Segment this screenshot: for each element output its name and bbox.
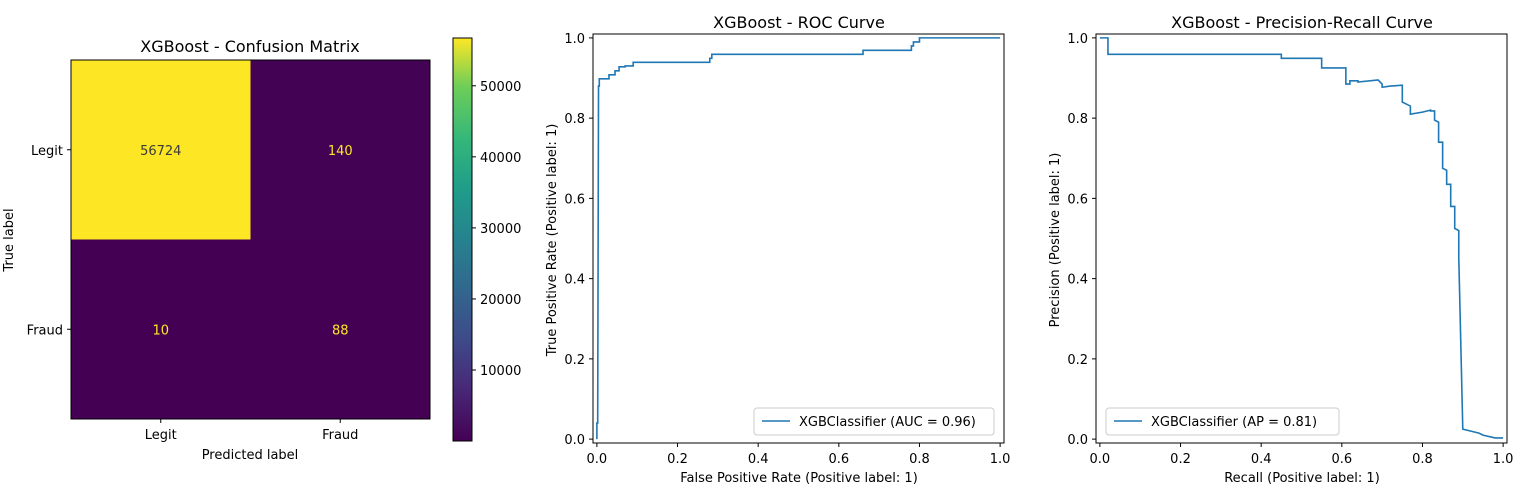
pr-ylabel: Precision (Positive label: 1) bbox=[1048, 153, 1063, 328]
colorbar-tick-label: 40000 bbox=[480, 151, 521, 166]
roc-ylabel: True Positive Rate (Positive label: 1) bbox=[545, 124, 560, 358]
roc-xlabel: False Positive Rate (Positive label: 1) bbox=[680, 471, 918, 486]
pr-x-tick-label: 0.4 bbox=[1251, 452, 1272, 467]
confusion-matrix-frame bbox=[70, 59, 431, 420]
roc-legend: XGBClassifier (AUC = 0.96) bbox=[753, 407, 995, 436]
roc-y-tick-label: 0.4 bbox=[564, 273, 585, 288]
confusion-cell bbox=[71, 60, 251, 240]
pr-x-tick-label: 0.0 bbox=[1090, 452, 1111, 467]
confusion-cell bbox=[71, 239, 251, 419]
pr-x-tick-label: 1.0 bbox=[1493, 452, 1514, 467]
colorbar-tick-label: 10000 bbox=[480, 364, 521, 379]
confusion-matrix-x-ticks: Legit Fraud bbox=[145, 419, 358, 443]
pr-x-tick-label: 0.8 bbox=[1412, 452, 1433, 467]
x-tick-label: Legit bbox=[145, 428, 177, 443]
confusion-matrix-xlabel: Predicted label bbox=[202, 448, 299, 463]
pr-y-tick-label: 0.0 bbox=[1067, 433, 1088, 448]
roc-title: XGBoost - ROC Curve bbox=[713, 13, 885, 32]
pr-legend-box bbox=[1105, 407, 1340, 436]
roc-y-tick-label: 0.6 bbox=[564, 192, 585, 207]
pr-ticks: 0.0 0.2 0.4 0.6 0.8 1.0 0.0 0.2 0.4 0.6 0.8 1.0 bbox=[1067, 32, 1513, 467]
confusion-matrix-cells: 56724 140 10 88 bbox=[71, 60, 430, 419]
colorbar-tick-label: 20000 bbox=[480, 293, 521, 308]
roc-y-tick-label: 0.8 bbox=[564, 112, 585, 127]
colorbar-ticks: 10000 20000 30000 40000 50000 bbox=[472, 80, 521, 379]
pr-panel: XGBoost - Precision-Recall Curve 0.0 0.2 0… bbox=[1048, 13, 1513, 486]
confusion-matrix-title: XGBoost - Confusion Matrix bbox=[140, 37, 360, 56]
colorbar-tick-label: 50000 bbox=[480, 80, 521, 95]
roc-panel: XGBoost - ROC Curve 0.0 0.2 0.4 0.6 0.8 1.00.… bbox=[545, 13, 1010, 486]
roc-y-tick-label: 1.0 bbox=[564, 32, 585, 47]
pr-x-tick-label: 0.2 bbox=[1170, 452, 1191, 467]
roc-x-tick-label: 0.6 bbox=[828, 452, 849, 467]
confusion-cell-value: 88 bbox=[332, 323, 349, 338]
confusion-cell bbox=[250, 60, 430, 240]
pr-axes-frame bbox=[1095, 33, 1508, 444]
pr-y-tick-label: 1.0 bbox=[1067, 32, 1088, 47]
pr-y-tick-label: 0.8 bbox=[1067, 112, 1088, 127]
pr-x-tick-label: 0.6 bbox=[1331, 452, 1352, 467]
pr-legend-label: XGBClassifier (AP = 0.81) bbox=[1151, 415, 1317, 430]
y-tick-label: Legit bbox=[31, 144, 63, 159]
pr-y-tick-label: 0.2 bbox=[1067, 353, 1088, 368]
colorbar-tick-label: 30000 bbox=[480, 222, 521, 237]
confusion-matrix-y-ticks: Legit Fraud bbox=[27, 144, 71, 338]
pr-y-tick-label: 0.6 bbox=[1067, 192, 1088, 207]
colorbar bbox=[452, 37, 473, 442]
roc-x-tick-label: 0.2 bbox=[667, 452, 688, 467]
roc-y-tick-label: 0.0 bbox=[564, 433, 585, 448]
pr-y-tick-label: 0.4 bbox=[1067, 273, 1088, 288]
confusion-cell-value: 56724 bbox=[140, 144, 181, 159]
roc-x-tick-label: 0.4 bbox=[748, 452, 769, 467]
pr-legend: XGBClassifier (AP = 0.81) bbox=[1105, 407, 1340, 436]
roc-y-tick-label: 0.2 bbox=[564, 353, 585, 368]
roc-legend-label: XGBClassifier (AUC = 0.96) bbox=[799, 415, 976, 430]
roc-curve-line bbox=[596, 37, 1001, 440]
pr-xlabel: Recall (Positive label: 1) bbox=[1224, 471, 1380, 486]
roc-ticks: 0.0 0.2 0.4 0.6 0.8 1.0 0.0 0.2 0.4 0.6 0.8 1.0 bbox=[564, 32, 1010, 467]
x-tick-label: Fraud bbox=[322, 428, 358, 443]
confusion-cell-value: 140 bbox=[328, 144, 353, 159]
confusion-cell-value: 10 bbox=[152, 323, 169, 338]
roc-x-tick-label: 1.0 bbox=[990, 452, 1011, 467]
pr-curve-line bbox=[1099, 37, 1504, 439]
pr-title: XGBoost - Precision-Recall Curve bbox=[1171, 13, 1433, 32]
roc-legend-box bbox=[753, 407, 995, 436]
confusion-cell bbox=[250, 239, 430, 419]
roc-axes-frame bbox=[592, 33, 1005, 444]
roc-x-tick-label: 0.8 bbox=[909, 452, 930, 467]
confusion-matrix-ylabel: True label bbox=[2, 208, 17, 272]
roc-x-tick-label: 0.0 bbox=[587, 452, 608, 467]
y-tick-label: Fraud bbox=[27, 323, 63, 338]
